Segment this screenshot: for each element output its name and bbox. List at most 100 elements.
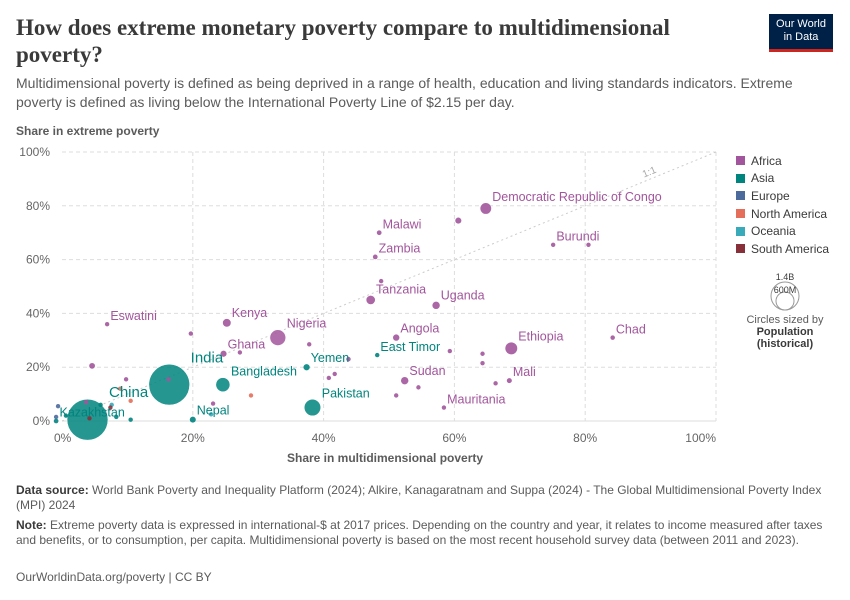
- point-label: Mali: [513, 365, 536, 379]
- point-label: India: [191, 349, 224, 366]
- data-point: [493, 381, 498, 386]
- data-point: [128, 398, 133, 404]
- data-point: [220, 350, 227, 357]
- legend-item-europe[interactable]: Europe: [736, 187, 829, 205]
- legend-swatch: [736, 209, 745, 219]
- data-point: [66, 398, 109, 441]
- data-point: [108, 405, 113, 410]
- data-point: [366, 295, 376, 305]
- legend-swatch: [736, 244, 745, 254]
- data-point: [210, 401, 216, 406]
- data-points: [53, 203, 615, 441]
- y-tick-label: 60%: [26, 253, 50, 267]
- size-circle-small: [775, 291, 795, 311]
- data-point: [375, 352, 380, 358]
- data-point: [416, 385, 421, 390]
- x-tick-label: 80%: [573, 431, 597, 445]
- data-point: [332, 371, 337, 377]
- legend-item-south-america[interactable]: South America: [736, 240, 829, 258]
- data-source: Data source: World Bank Poverty and Ineq…: [16, 483, 826, 513]
- data-point: [63, 413, 69, 418]
- legend-label: Asia: [751, 171, 775, 186]
- data-point: [480, 203, 492, 214]
- point-label: Kazakhstan: [59, 406, 124, 420]
- data-point: [166, 377, 171, 382]
- x-tick-label: 0%: [54, 431, 72, 445]
- scatter-plot: 0% 20% 40% 60% 80% 100% 0% 20% 40% 60% 80% 100% 1:1…: [19, 145, 717, 445]
- size-legend-circles: 1.4B 600M: [770, 272, 800, 311]
- point-label: East Timor: [380, 340, 440, 354]
- point-label: Ethiopia: [518, 329, 563, 343]
- legend-item-north-america[interactable]: North America: [736, 205, 829, 223]
- point-label: Eswatini: [110, 309, 157, 323]
- legend-item-africa[interactable]: Africa: [736, 152, 829, 170]
- point-label: Mauritania: [447, 392, 505, 406]
- legend-swatch: [736, 156, 745, 166]
- legend-swatch: [736, 173, 745, 183]
- legend-item-asia[interactable]: Asia: [736, 170, 829, 188]
- data-point: [118, 386, 123, 391]
- data-point: [148, 363, 190, 406]
- data-point: [222, 318, 231, 327]
- point-label: Nepal: [197, 404, 230, 418]
- point-label: Sudan: [409, 364, 445, 378]
- size-label-small: 600M: [774, 285, 797, 295]
- data-point: [248, 393, 254, 398]
- owid-logo[interactable]: Our World in Data: [769, 14, 833, 52]
- point-label: Kenya: [232, 306, 267, 320]
- x-tick-label: 60%: [442, 431, 466, 445]
- data-point: [610, 335, 615, 340]
- point-label: China: [109, 384, 149, 401]
- data-point: [53, 418, 59, 424]
- source-label: Data source:: [16, 483, 89, 497]
- logo-line-2: in Data: [783, 31, 819, 43]
- data-point: [87, 416, 92, 421]
- point-label: Democratic Republic of Congo: [492, 190, 662, 204]
- y-tick-label: 20%: [26, 360, 50, 374]
- data-point: [326, 375, 332, 381]
- data-point: [188, 331, 194, 336]
- data-point: [83, 399, 89, 405]
- source-text: World Bank Poverty and Inequality Platfo…: [16, 483, 822, 512]
- data-point: [123, 377, 129, 382]
- point-label: Zambia: [379, 242, 421, 256]
- point-label: Pakistan: [322, 386, 370, 400]
- data-point: [393, 334, 400, 341]
- size-legend-variable-sub: (historical): [756, 338, 814, 350]
- legend-item-oceania[interactable]: Oceania: [736, 222, 829, 240]
- reference-line-group: 1:1: [61, 151, 717, 422]
- legend-label: South America: [751, 241, 830, 256]
- point-label: Burundi: [556, 230, 599, 244]
- point-label: Nigeria: [287, 317, 327, 331]
- size-legend: 1.4B 600M Circles sized by Population (h…: [744, 272, 826, 350]
- legend-swatch: [736, 226, 745, 236]
- x-tick-label: 100%: [685, 431, 716, 445]
- data-point: [400, 376, 409, 385]
- chart-title: How does extreme monetary poverty compar…: [16, 15, 670, 67]
- data-point: [128, 417, 133, 422]
- data-point: [269, 329, 287, 346]
- y-axis-label: Share in extreme poverty: [16, 124, 160, 138]
- data-point: [208, 412, 214, 417]
- data-point: [378, 278, 384, 284]
- y-tick-label: 100%: [19, 145, 50, 159]
- y-tick-label: 40%: [26, 306, 50, 320]
- point-label: Malawi: [383, 217, 422, 231]
- data-point: [189, 416, 196, 423]
- footer-credit[interactable]: OurWorldinData.org/poverty | CC BY: [16, 570, 212, 584]
- data-point: [55, 404, 61, 409]
- x-axis-label: Share in multidimensional poverty: [287, 451, 484, 465]
- size-label-large: 1.4B: [776, 272, 795, 282]
- data-point: [480, 351, 485, 356]
- data-point: [447, 348, 453, 354]
- legend-label: Oceania: [751, 224, 796, 239]
- legend-label: Africa: [751, 153, 782, 168]
- grid: 0% 20% 40% 60% 80% 100% 0% 20% 40% 60% 80% 100%: [19, 145, 717, 445]
- data-point: [376, 230, 382, 236]
- point-label: Uganda: [441, 289, 485, 303]
- logo-line-1: Our World: [776, 18, 826, 30]
- data-point: [441, 405, 447, 410]
- chart-note: Note: Extreme poverty data is expressed …: [16, 518, 826, 548]
- data-point: [114, 414, 119, 420]
- reference-line-label: 1:1: [641, 165, 658, 181]
